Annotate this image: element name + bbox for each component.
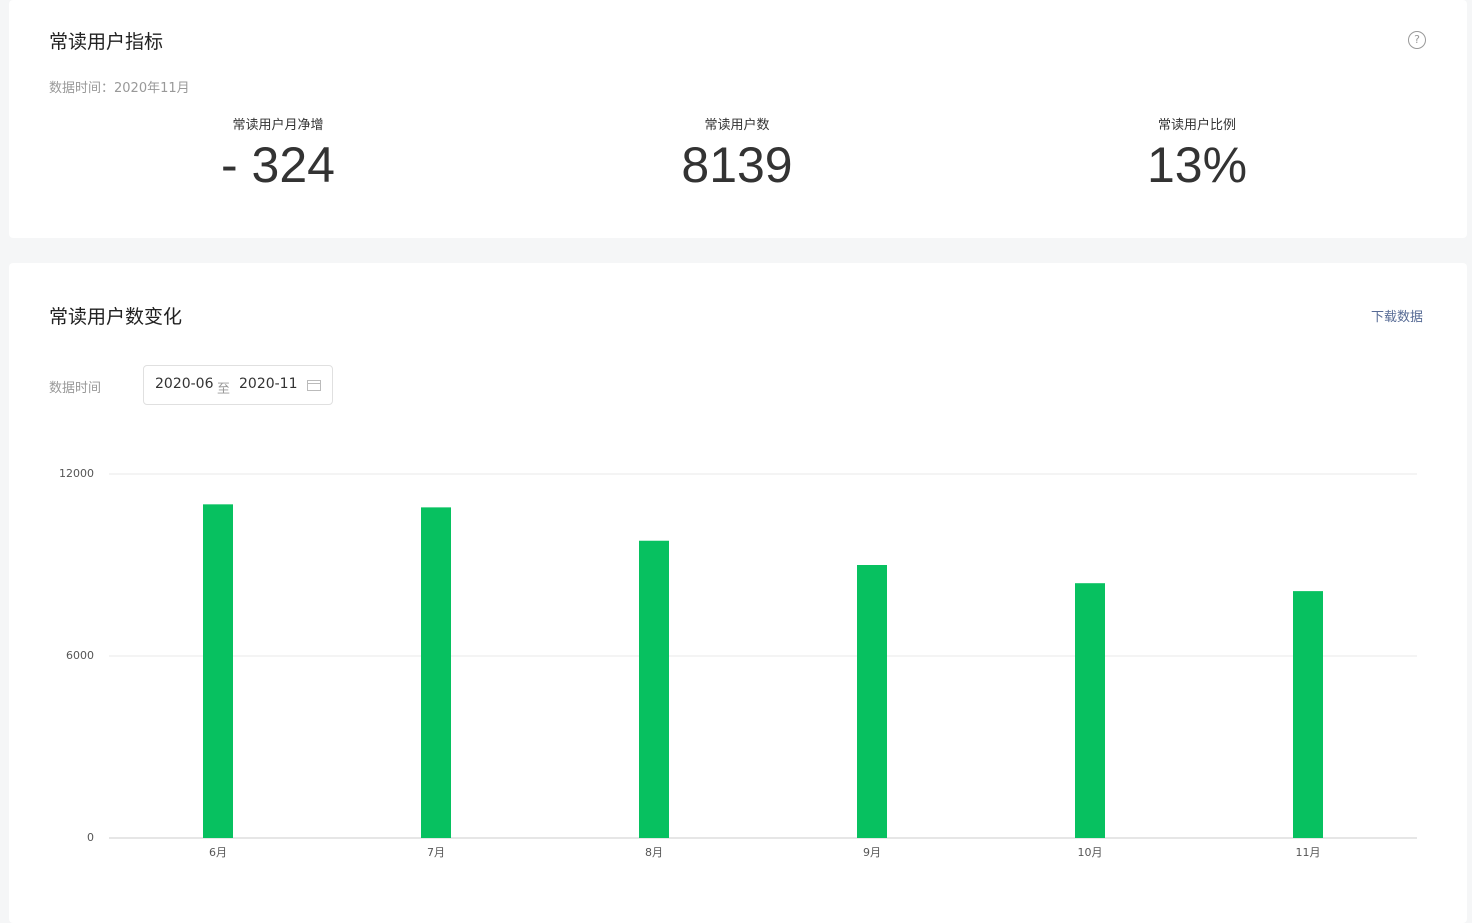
metric-value: 8139 <box>681 137 793 193</box>
y-tick-label: 6000 <box>66 649 94 662</box>
metric-value: 13% <box>1146 137 1248 193</box>
data-time: 数据时间：2020年11月 <box>49 81 190 96</box>
x-tick-label: 10月 <box>1078 846 1103 859</box>
y-tick-label: 0 <box>87 831 94 844</box>
bar <box>857 565 887 838</box>
calendar-icon <box>307 380 321 391</box>
metric-label: 常读用户月净增 <box>232 118 324 133</box>
help-icon[interactable]: ? <box>1408 31 1426 49</box>
bar <box>203 504 233 838</box>
x-tick-label: 7月 <box>427 846 445 859</box>
x-tick-label: 11月 <box>1296 846 1321 859</box>
date-picker[interactable]: 2020-06 至 2020-11 <box>143 365 333 405</box>
filter-label: 数据时间 <box>49 381 102 396</box>
summary-card: 常读用户指标 ? 数据时间：2020年11月 常读用户月净增 - 324 常读用… <box>9 0 1467 238</box>
metric-label: 常读用户数 <box>704 118 770 133</box>
download-link[interactable]: 下载数据 <box>1371 310 1424 325</box>
separator: 至 <box>217 382 231 397</box>
trend-card: 常读用户数变化 下载数据 数据时间 2020-06 至 2020-11 <box>9 263 1467 923</box>
y-tick-label: 12000 <box>59 467 94 480</box>
metric-value: - 324 <box>221 137 335 193</box>
bar <box>1293 591 1323 838</box>
end-date: 2020-11 <box>239 376 298 392</box>
x-tick-label: 9月 <box>863 846 881 859</box>
trend-title: 常读用户数变化 <box>49 306 183 328</box>
bar <box>421 507 451 838</box>
metric-label: 常读用户比例 <box>1157 118 1237 133</box>
x-tick-label: 6月 <box>209 846 227 859</box>
x-tick-label: 8月 <box>645 846 663 859</box>
summary-title: 常读用户指标 <box>49 31 164 53</box>
start-date: 2020-06 <box>155 376 214 392</box>
bar <box>639 540 669 838</box>
bar <box>1075 583 1105 838</box>
